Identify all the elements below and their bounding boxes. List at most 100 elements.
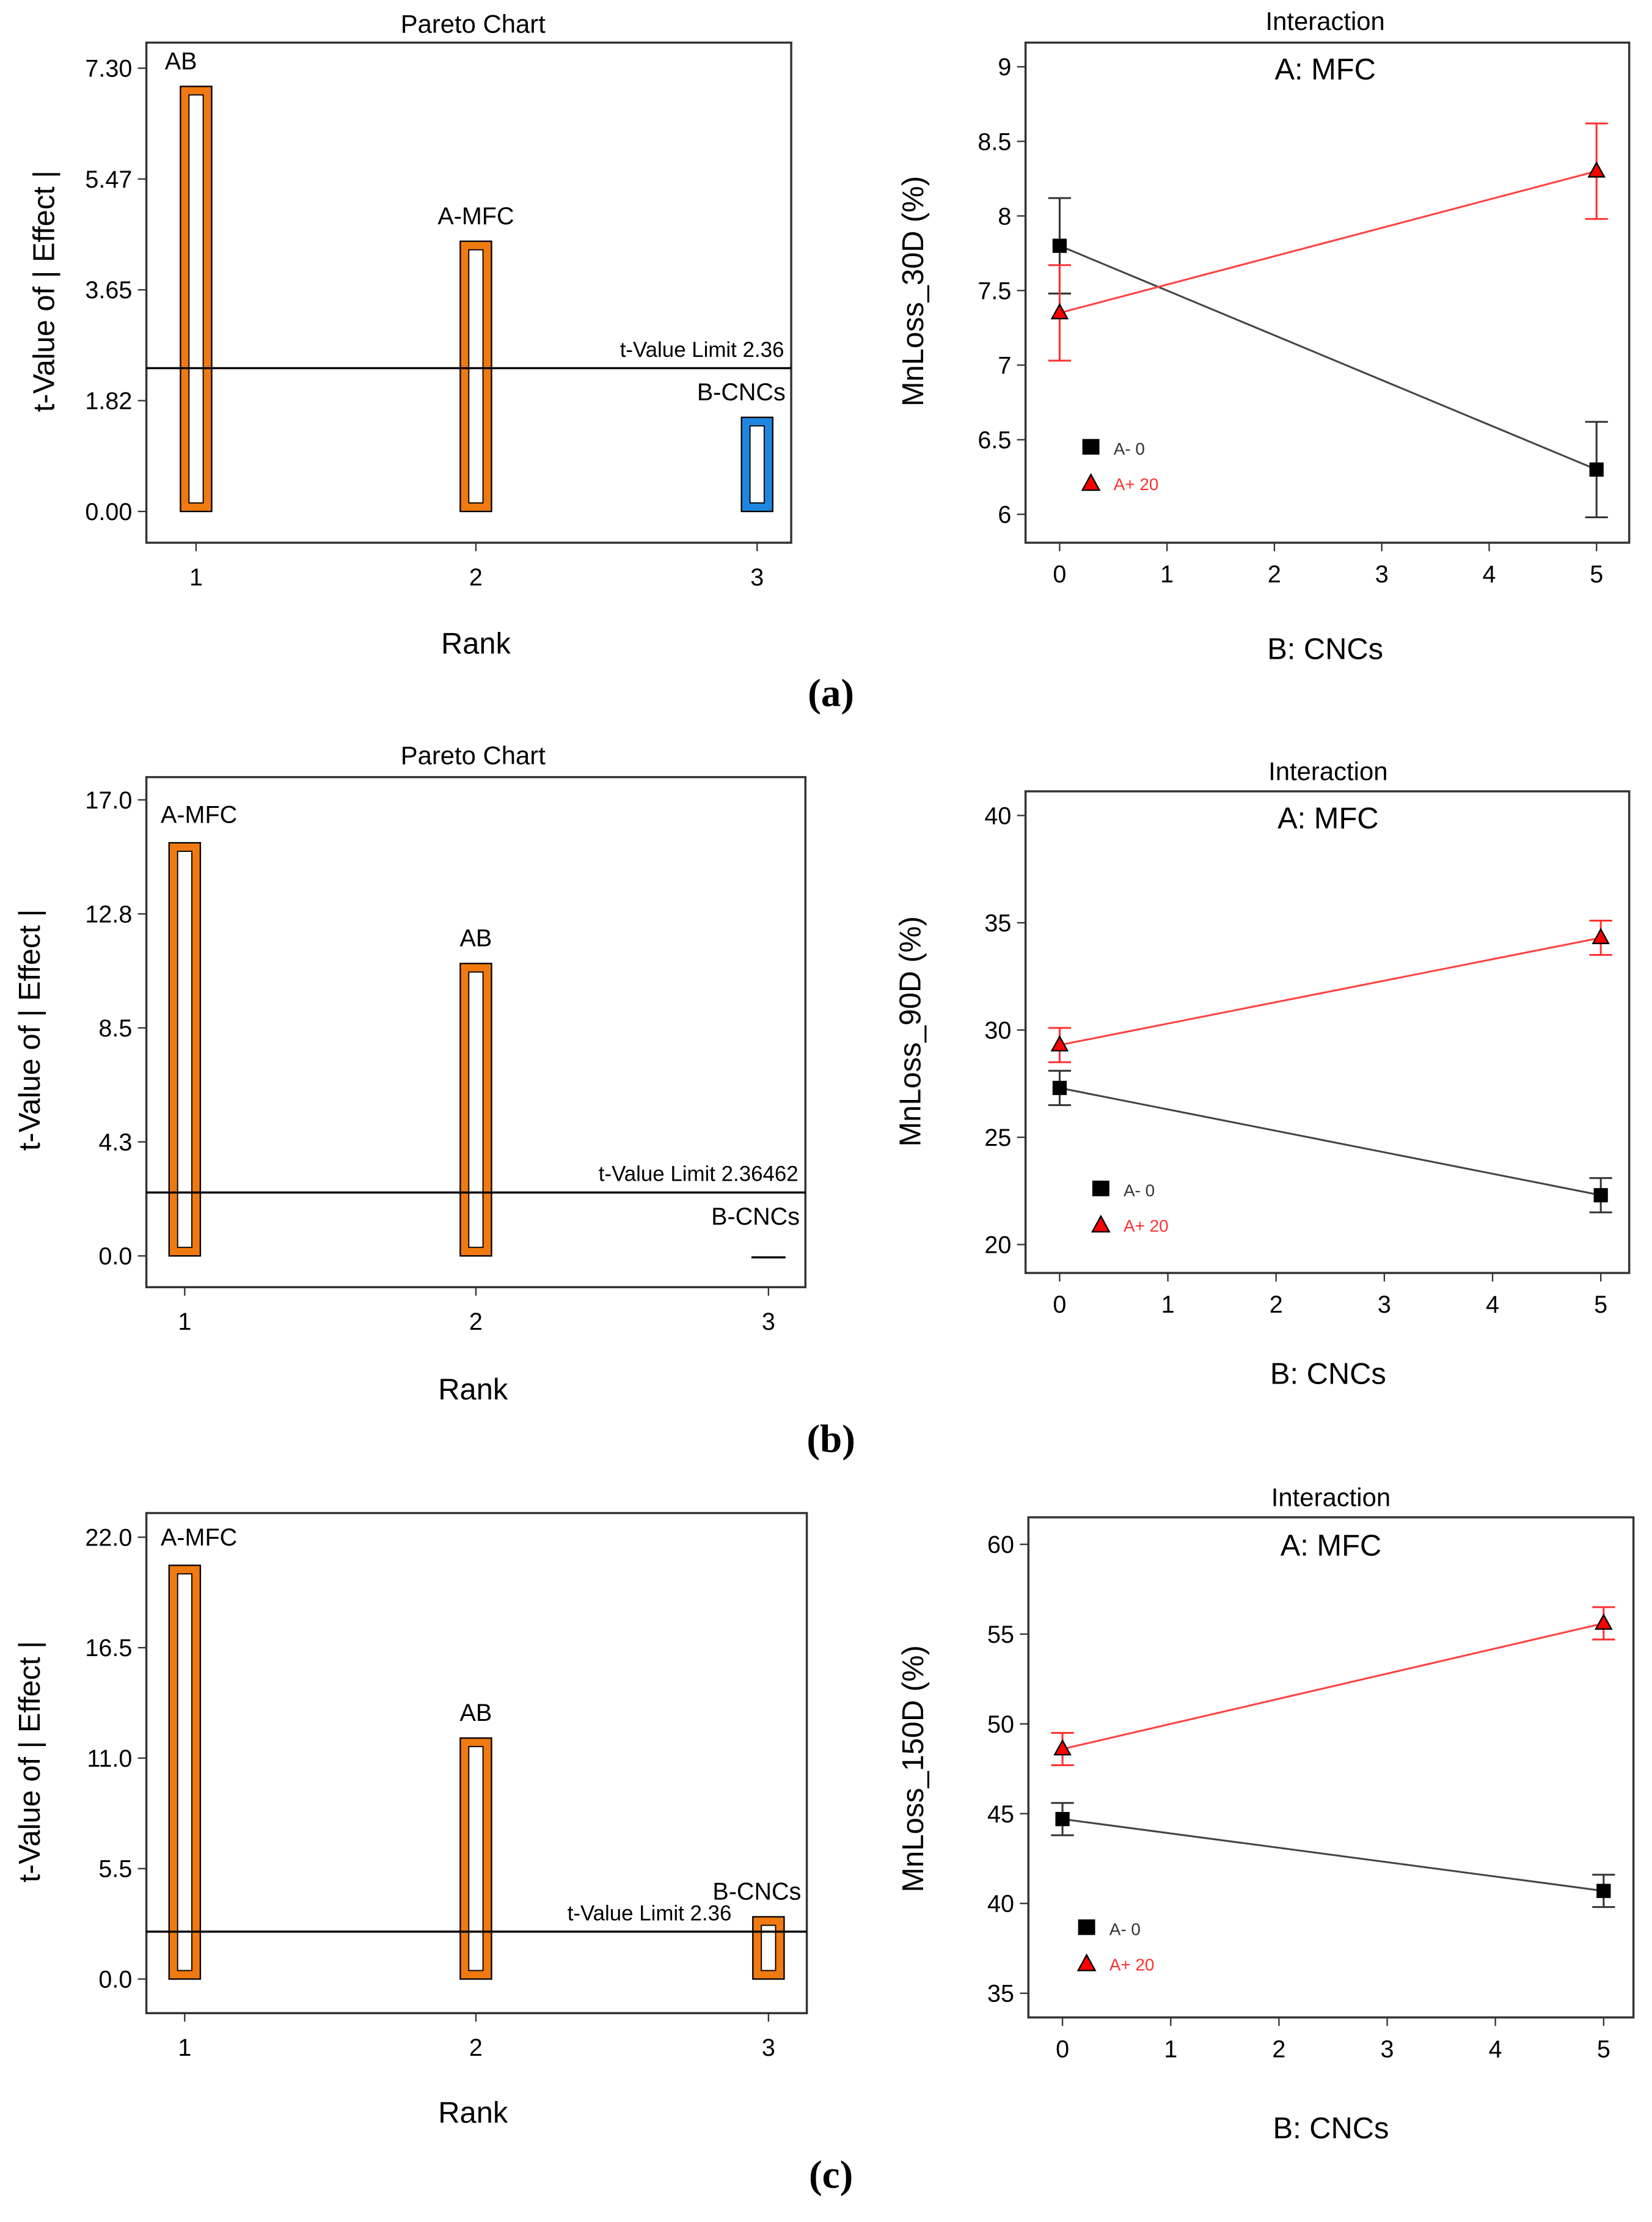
x-tick-label: 4 bbox=[1489, 2036, 1502, 2062]
y-tick-label: 0.0 bbox=[98, 1243, 132, 1270]
y-tick-label: 8 bbox=[998, 203, 1011, 230]
x-axis-label: Rank bbox=[438, 2096, 508, 2129]
y-tick-label: 20 bbox=[984, 1231, 1011, 1258]
legend-label: A- 0 bbox=[1124, 1181, 1155, 1200]
y-tick-label: 7.5 bbox=[978, 277, 1011, 304]
y-tick-label: 11.0 bbox=[87, 1745, 132, 1772]
x-axis-label: Rank bbox=[438, 1373, 508, 1406]
y-tick-label: 35 bbox=[984, 910, 1011, 937]
y-axis-label: MnLoss_150D (%) bbox=[897, 1645, 930, 1892]
data-point-triangle bbox=[1595, 1613, 1613, 1630]
y-tick-label: 17.0 bbox=[85, 787, 132, 814]
x-tick-label: 2 bbox=[1270, 1291, 1283, 1318]
y-tick-label: 22.0 bbox=[85, 1524, 132, 1551]
x-tick-label: 0 bbox=[1053, 561, 1066, 588]
panel-label-a: (a) bbox=[808, 671, 854, 715]
chart-title: Pareto Chart bbox=[401, 741, 546, 770]
bar-label: A-MFC bbox=[437, 203, 514, 230]
bar-inner bbox=[468, 249, 484, 504]
legend-marker-triangle bbox=[1081, 473, 1101, 491]
y-tick-label: 8.5 bbox=[978, 128, 1011, 155]
x-tick-label: 1 bbox=[178, 2034, 191, 2061]
y-tick-label: 0.0 bbox=[98, 1966, 132, 1993]
x-axis-label: B: CNCs bbox=[1273, 2112, 1389, 2145]
y-tick-label: 55 bbox=[987, 1621, 1014, 1648]
series-line bbox=[1059, 937, 1601, 1046]
y-axis-label: MnLoss_30D (%) bbox=[897, 176, 930, 406]
y-tick-label: 35 bbox=[987, 1981, 1014, 2008]
data-point-square bbox=[1052, 1080, 1067, 1095]
series-line bbox=[1059, 244, 1597, 471]
data-point-triangle bbox=[1053, 1739, 1072, 1756]
chart-title: Interaction bbox=[1268, 757, 1387, 785]
plot-frame bbox=[145, 776, 807, 1289]
plot-frame bbox=[1024, 790, 1631, 1274]
x-tick-label: 4 bbox=[1482, 561, 1496, 588]
legend-label: A+ 20 bbox=[1114, 475, 1159, 494]
x-tick-label: 2 bbox=[469, 564, 483, 591]
y-tick-label: 7 bbox=[998, 352, 1011, 379]
legend-label: A- 0 bbox=[1109, 1920, 1141, 1938]
bar-inner bbox=[468, 1746, 484, 1971]
x-tick-label: 3 bbox=[1381, 2036, 1394, 2062]
chart-title: Pareto Chart bbox=[401, 9, 546, 38]
x-tick-label: 3 bbox=[750, 564, 764, 591]
x-axis-label: B: CNCs bbox=[1267, 633, 1383, 666]
x-tick-label: 1 bbox=[1161, 1291, 1175, 1318]
y-tick-label: 25 bbox=[984, 1124, 1011, 1151]
x-tick-label: 5 bbox=[1594, 1291, 1607, 1318]
x-tick-label: 5 bbox=[1597, 2036, 1610, 2062]
panel-label-c: (c) bbox=[809, 2153, 853, 2197]
y-tick-label: 8.5 bbox=[98, 1015, 132, 1042]
data-point-square bbox=[1055, 1812, 1070, 1827]
chart-title: Interaction bbox=[1271, 1483, 1391, 1511]
y-tick-label: 9 bbox=[998, 54, 1011, 81]
series-a-plus-20 bbox=[1051, 1606, 1615, 1767]
plot-frame bbox=[145, 42, 792, 544]
series-a-minus-0 bbox=[1051, 1802, 1615, 1909]
bar-label: B-CNCs bbox=[712, 1879, 801, 1905]
y-tick-label: 45 bbox=[987, 1801, 1014, 1828]
data-point-triangle bbox=[1592, 928, 1610, 944]
bar-inner bbox=[177, 1573, 192, 1971]
bar-inner bbox=[177, 851, 192, 1248]
interaction-chart-a: Interaction MnLoss_30D (%) 6 6.5 7 7.5 8 8.5 9 A:… bbox=[897, 7, 1631, 666]
y-tick-label: 16.5 bbox=[85, 1635, 132, 1662]
x-tick-label: 3 bbox=[762, 1308, 775, 1335]
data-point-triangle bbox=[1050, 302, 1069, 320]
data-point-triangle bbox=[1050, 1035, 1069, 1052]
x-tick-label: 1 bbox=[1164, 2036, 1177, 2062]
bar-inner bbox=[188, 94, 204, 504]
y-tick-label: 6 bbox=[998, 502, 1011, 529]
bar-label: AB bbox=[460, 925, 492, 952]
pareto-chart-c: t-Value of | Effect | 0.0 5.5 11.0 16.5 22.0 R… bbox=[13, 1512, 808, 2129]
y-tick-label: 5.5 bbox=[98, 1856, 132, 1883]
y-axis-label: t-Value of | Effect | bbox=[13, 1641, 46, 1882]
plot-frame bbox=[1027, 1516, 1635, 2019]
x-tick-label: 2 bbox=[1272, 2036, 1285, 2062]
legend-label: A+ 20 bbox=[1124, 1217, 1169, 1236]
y-tick-label: 40 bbox=[987, 1891, 1014, 1918]
bar-label: AB bbox=[165, 48, 197, 75]
series-a-minus-0 bbox=[1048, 197, 1608, 518]
y-tick-label: 5.47 bbox=[85, 166, 132, 193]
bar-label: A-MFC bbox=[161, 1524, 237, 1551]
y-tick-label: 1.82 bbox=[85, 388, 132, 415]
legend-label: A- 0 bbox=[1114, 439, 1145, 458]
x-axis-label: Rank bbox=[441, 627, 511, 660]
legend-marker-square bbox=[1078, 1919, 1095, 1935]
bar-label: B-CNCs bbox=[697, 379, 786, 406]
x-tick-label: 4 bbox=[1486, 1291, 1499, 1318]
data-point-triangle bbox=[1587, 161, 1606, 178]
x-tick-label: 1 bbox=[1160, 561, 1174, 588]
y-axis-label: t-Value of | Effect | bbox=[13, 909, 46, 1151]
x-tick-label: 0 bbox=[1056, 2036, 1069, 2062]
factor-label: A: MFC bbox=[1277, 802, 1378, 835]
series-a-minus-0 bbox=[1048, 1069, 1612, 1214]
pareto-chart-a: Pareto Chart t-Value of | Effect | 0.00 1.8… bbox=[27, 9, 792, 660]
y-tick-label: 3.65 bbox=[85, 277, 132, 304]
series-a-plus-20 bbox=[1048, 122, 1608, 362]
